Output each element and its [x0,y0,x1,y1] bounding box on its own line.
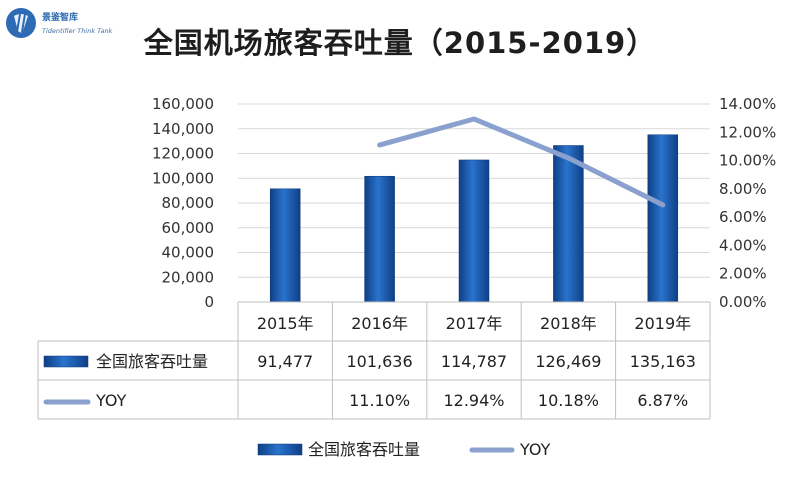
y-right-tick-label: 12.00% [719,123,776,141]
bar [553,145,584,303]
table-value: 114,787 [441,352,507,371]
y-left-tick-label: 100,000 [152,169,214,187]
y-left-tick-label: 60,000 [162,219,215,237]
legend-key-bar [43,355,89,368]
y-left-tick-label: 80,000 [162,194,215,212]
table-value: 101,636 [347,352,413,371]
x-tick-label: 2016年 [351,314,408,333]
table-value: 11.10% [349,391,410,410]
x-tick-label: 2019年 [634,314,691,333]
logo-name-cn: 景鉴智库 [42,13,79,23]
y-left-tick-label: 120,000 [152,145,214,163]
table-series-name: 全国旅客吞吐量 [96,352,208,371]
logo-name-en: Tidentifier Think Tank [42,27,113,35]
chart-title: 全国机场旅客吞吐量（2015-2019） [143,26,657,60]
y-left-tick-label: 160,000 [152,95,214,113]
legend-label: YOY [519,440,551,459]
logo: 景鉴智库 Tidentifier Think Tank [6,6,134,42]
legend-label: 全国旅客吞吐量 [308,440,420,459]
y-left-tick-label: 40,000 [162,244,215,262]
y-right-tick-label: 6.00% [719,208,767,226]
x-tick-label: 2015年 [257,314,314,333]
legend-key-bar [257,443,303,456]
x-tick-label: 2017年 [446,314,503,333]
bar [269,188,301,303]
bar [364,175,395,303]
y-right-tick-label: 10.00% [719,152,776,170]
y-left-tick-label: 140,000 [152,120,214,138]
table-value: 12.94% [443,391,504,410]
bar [647,134,679,303]
y-right-tick-label: 14.00% [719,95,776,113]
x-tick-label: 2018年 [540,314,597,333]
table-value: 10.18% [538,391,599,410]
table-value: 126,469 [535,352,601,371]
table-value: 6.87% [637,391,688,410]
y-right-tick-label: 4.00% [719,236,767,254]
bar [458,159,490,303]
y-right-tick-label: 0.00% [719,293,767,311]
yoy-line [377,116,666,208]
logo-icon [6,8,36,38]
y-left-tick-label: 20,000 [162,268,215,286]
table-series-name: YOY [95,391,127,410]
table-value: 91,477 [257,352,313,371]
table-value: 135,163 [630,352,696,371]
y-right-tick-label: 2.00% [719,265,767,283]
y-right-tick-label: 8.00% [719,180,767,198]
y-left-tick-label: 0 [204,293,214,311]
